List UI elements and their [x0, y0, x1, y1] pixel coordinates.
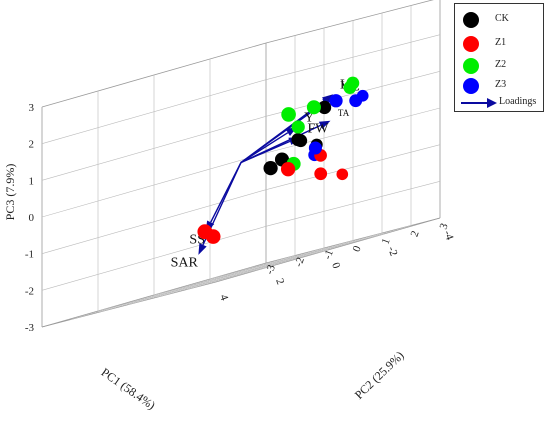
data-point-z1	[314, 167, 328, 181]
legend-swatch-ck	[463, 12, 479, 28]
gridline-pc2-floor	[157, 232, 383, 298]
data-point-z2	[291, 120, 305, 134]
legend-label-ck: CK	[495, 13, 509, 24]
pc3-tick-label: 2	[29, 139, 35, 151]
loading-label-ta: TA	[338, 108, 350, 118]
pc3-tick-label: -1	[25, 249, 34, 261]
pc2-tick-label: -2	[293, 256, 307, 269]
data-point-ck	[263, 161, 278, 176]
pc2-tick-label: 2	[409, 229, 422, 238]
pc1-tick-label: -2	[385, 245, 399, 258]
gridline-pc3-left-wall	[41, 152, 267, 218]
loading-label-y: Y	[304, 111, 314, 126]
data-point-z1	[280, 162, 296, 177]
gridline-pc2-floor	[99, 247, 325, 313]
pc1-tick-label: 0	[329, 261, 342, 271]
data-point-z3	[308, 141, 322, 155]
gridline-pc3-left-wall	[41, 116, 267, 181]
pc1-tick-label: 2	[273, 277, 286, 286]
gridline-pc3-right-wall	[265, 71, 441, 117]
loading-arrowhead-sar	[198, 243, 207, 255]
loading-label-fw: FW	[308, 122, 330, 137]
loading-label-sar: SAR	[171, 255, 199, 270]
pc3-tick-label: 3	[29, 102, 35, 114]
legend-item-loadings: Loadings	[455, 93, 543, 113]
pc2-tick-label: 0	[351, 244, 364, 254]
gridline-pc3-right-wall	[265, 181, 441, 227]
gridline-pc3-right-wall	[265, 107, 441, 154]
data-point-ck	[291, 133, 305, 147]
gridline-pc2-floor	[70, 255, 296, 320]
legend-item-z2: Z2	[455, 56, 543, 76]
gridline-pc2-floor	[128, 240, 354, 305]
legend-item-z1: Z1	[455, 34, 543, 54]
gridline-pc3-left-wall	[41, 79, 267, 144]
loading-vectors: LVCTAYFWSSSAR	[171, 78, 360, 271]
pc2-tick-label: -1	[322, 248, 336, 261]
gridline-pc2-floor	[186, 225, 412, 290]
data-points	[197, 76, 369, 244]
gridline-pc3-left-wall	[41, 189, 267, 254]
gridline-pc3-left-wall	[41, 226, 267, 291]
legend-label-z3: Z3	[495, 79, 507, 90]
data-point-ck	[317, 100, 332, 115]
pc3-tick-label: 1	[29, 175, 35, 187]
legend-item-ck: CK	[455, 10, 543, 30]
legend-swatch-z1	[463, 36, 479, 52]
legend-label-loadings: Loadings	[499, 96, 537, 107]
data-point-z2	[343, 81, 357, 94]
data-point-z1	[197, 224, 213, 240]
pc2-axis-label: PC2 (25.9%)	[352, 348, 407, 402]
legend-label-z2: Z2	[495, 59, 507, 70]
pc2-tick-label: 1	[380, 237, 393, 246]
pc3-tick-label: -3	[25, 322, 35, 334]
pc3-tick-label: -2	[25, 285, 34, 297]
legend-item-z3: Z3	[455, 76, 543, 96]
pc3-tick-label: 0	[29, 212, 35, 224]
data-point-z2	[306, 100, 321, 115]
pc1-tick-label: 4	[217, 293, 230, 303]
loading-arrow-fw	[240, 140, 291, 164]
data-point-z2	[281, 107, 296, 122]
pc3-axis-label: PC3 (7.9%)	[3, 164, 17, 221]
legend-swatch-z3	[463, 78, 479, 94]
data-point-z3	[329, 94, 343, 108]
pc1-axis-label: PC1 (58.4%)	[99, 365, 158, 412]
gridline-pc3-right-wall	[265, 144, 441, 190]
loading-arrow-y	[240, 132, 289, 164]
arrow-right-icon	[461, 98, 497, 108]
data-point-z1	[336, 168, 349, 181]
pc2-tick-label: 3	[438, 221, 451, 231]
gridline-pc3-right-wall	[265, 34, 441, 80]
loading-arrowhead-ta	[318, 120, 331, 129]
gridlines	[41, 5, 441, 320]
legend-label-z1: Z1	[495, 37, 507, 48]
legend: CK Z1 Z2 Z3 Loadings	[454, 3, 544, 112]
legend-swatch-z2	[463, 58, 479, 74]
data-point-z3	[349, 94, 363, 108]
